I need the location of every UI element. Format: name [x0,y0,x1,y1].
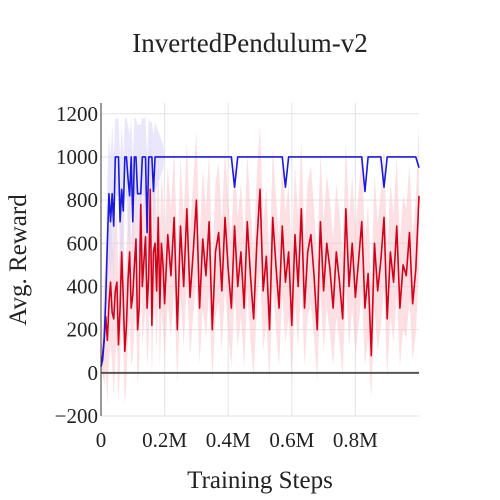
x-tick-labels: 0 0.2M 0.4M 0.6M 0.8M [96,428,378,452]
y-tick-label: −200 [55,404,98,428]
series-lines [100,156,420,367]
x-tick-label: 0.6M [269,428,314,452]
confidence-bands [101,118,419,406]
y-tick-label: 400 [67,274,99,298]
series-1-band [101,124,419,406]
y-tick-labels: −200 0 200 400 600 800 1000 1200 [55,102,98,428]
y-axis-label: Avg. Reward [5,194,32,326]
chart-title: InvertedPendulum-v2 [132,28,367,58]
x-tick-label: 0 [96,428,107,452]
series-2-line [100,156,420,367]
x-axis-label: Training Steps [187,467,333,494]
y-tick-label: 1000 [56,145,98,169]
series-1-line [100,188,420,367]
y-tick-label: 600 [67,231,99,255]
y-tick-label: 1200 [56,102,98,126]
x-tick-label: 0.8M [333,428,378,452]
y-tick-label: 200 [67,318,99,342]
x-tick-label: 0.2M [142,428,187,452]
x-tick-label: 0.4M [206,428,251,452]
y-tick-label: 800 [67,188,99,212]
y-tick-label: 0 [88,361,99,385]
